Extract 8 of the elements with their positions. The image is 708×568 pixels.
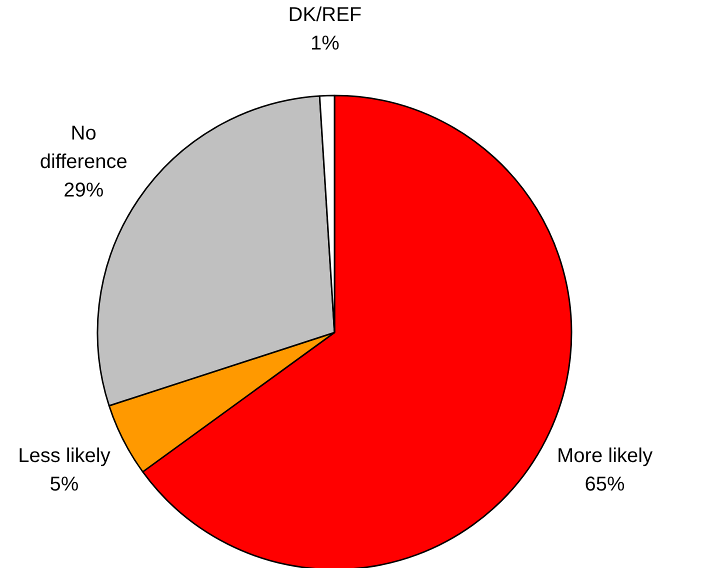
data-label: 5% bbox=[50, 474, 79, 496]
slice-label: More likely bbox=[557, 444, 653, 467]
data-label: 1% bbox=[310, 32, 340, 55]
slice-label: Less likely bbox=[18, 444, 110, 467]
data-label: 65% bbox=[584, 474, 626, 496]
data-label: 29% bbox=[64, 180, 104, 202]
slice-label: DK/REF bbox=[288, 4, 362, 26]
slice-label: No difference bbox=[40, 122, 128, 173]
